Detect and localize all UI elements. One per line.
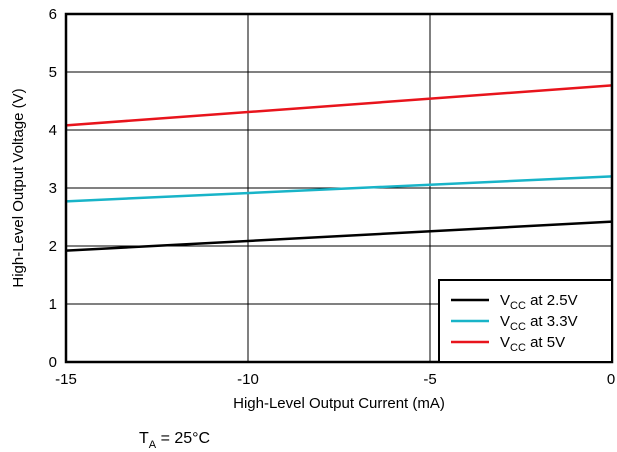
legend-label-main: V bbox=[500, 313, 510, 330]
legend-label-sub: CC bbox=[510, 342, 526, 354]
legend-label-main: V bbox=[500, 292, 510, 309]
y-tick-labels: 0 1 2 3 4 5 6 bbox=[49, 6, 57, 371]
legend-label-2: VCC at 5V bbox=[500, 334, 565, 354]
y-tick-label: 2 bbox=[49, 238, 57, 255]
legend-label-1: VCC at 3.3V bbox=[500, 313, 578, 333]
x-tick-label: -5 bbox=[423, 371, 436, 388]
series-lines bbox=[65, 84, 613, 252]
series-line-1 bbox=[65, 175, 613, 203]
legend-label-rest: at 3.3V bbox=[526, 313, 578, 330]
x-tick-label: -15 bbox=[55, 371, 77, 388]
x-tick-label: 0 bbox=[607, 371, 615, 388]
annotation-rest: = 25°C bbox=[156, 430, 210, 447]
series-line-2 bbox=[65, 84, 613, 127]
y-tick-label: 4 bbox=[49, 122, 57, 139]
legend-label-main: V bbox=[500, 334, 510, 351]
plot-frame bbox=[64, 12, 614, 364]
legend-label-rest: at 5V bbox=[526, 334, 565, 351]
legend-label-sub: CC bbox=[510, 300, 526, 312]
y-tick-label: 0 bbox=[49, 354, 57, 371]
y-axis-label: High-Level Output Voltage (V) bbox=[10, 88, 27, 287]
annotation-sub: A bbox=[149, 439, 157, 451]
x-axis-label: High-Level Output Current (mA) bbox=[233, 395, 445, 412]
y-tick-label: 6 bbox=[49, 6, 57, 23]
annotation-main: T bbox=[139, 430, 149, 447]
x-tick-labels: -15 -10 -5 0 bbox=[55, 371, 615, 388]
y-tick-label: 1 bbox=[49, 296, 57, 313]
legend-label-0: VCC at 2.5V bbox=[500, 292, 578, 312]
legend-label-rest: at 2.5V bbox=[526, 292, 578, 309]
series-line-0 bbox=[65, 220, 613, 252]
x-tick-label: -10 bbox=[237, 371, 259, 388]
temperature-annotation: TA = 25°C bbox=[139, 430, 210, 451]
y-tick-label: 5 bbox=[49, 64, 57, 81]
y-tick-label: 3 bbox=[49, 180, 57, 197]
legend-label-sub: CC bbox=[510, 321, 526, 333]
